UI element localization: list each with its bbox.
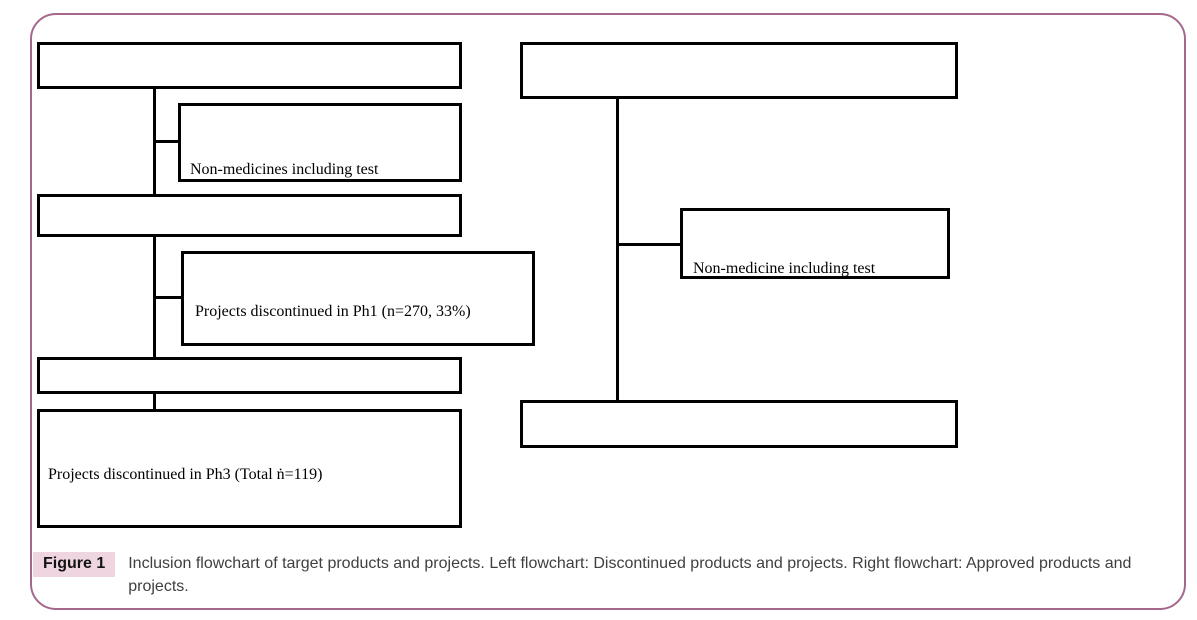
connector-left-branch-non-medicines	[155, 140, 179, 143]
box-projects-discontinued-ph3: Projects discontinued in Ph3 (Total ṅ=11…	[37, 409, 462, 528]
connector-left-spine-2	[153, 235, 156, 359]
box-approved-total: Approved products/projects during 2011-2…	[520, 42, 958, 99]
box-ph1-ph2-projects: Projects discontinued in Ph1 (n=270, 33%…	[181, 251, 535, 346]
box-line: Projects discontinued in Ph1 (n=270, 33%…	[195, 303, 471, 320]
box-products-discontinued-total: Products discontinued during 2011-2015 (…	[37, 42, 462, 89]
connector-right-spine	[616, 97, 619, 402]
box-products-discontinued-ph3: Products discontinued in Ph3 (n=95, 12%)	[37, 357, 462, 394]
box-non-medicines-excluded: Non-medicines including test agents and …	[178, 103, 462, 182]
box-discontinued-clinical-phase: Products discontinued in clinical phase …	[37, 194, 462, 237]
connector-left-spine-1	[153, 88, 156, 196]
box-line: Non-medicines including test	[190, 161, 379, 178]
figure-caption-text: Inclusion flowchart of target products a…	[128, 555, 1132, 595]
connector-left-spine-3	[153, 392, 156, 411]
connector-right-branch-non-medicine	[618, 243, 681, 246]
box-non-medicine-excluded: Non-medicine including test agents and d…	[680, 208, 950, 279]
box-line: Projects discontinued in Ph3 (Total ṅ=11…	[48, 466, 323, 483]
figure-caption-label: Figure 1	[33, 552, 116, 577]
figure-caption: Figure 1 Inclusion flowchart of target p…	[33, 552, 1181, 598]
box-approved-final: Approved products/projects (n=544, 95%)	[520, 400, 958, 448]
box-line: Approved products/projects during 2011-2…	[533, 97, 945, 99]
box-line: Non-medicine including test	[693, 260, 876, 277]
connector-left-branch-ph1-ph2	[155, 296, 182, 299]
